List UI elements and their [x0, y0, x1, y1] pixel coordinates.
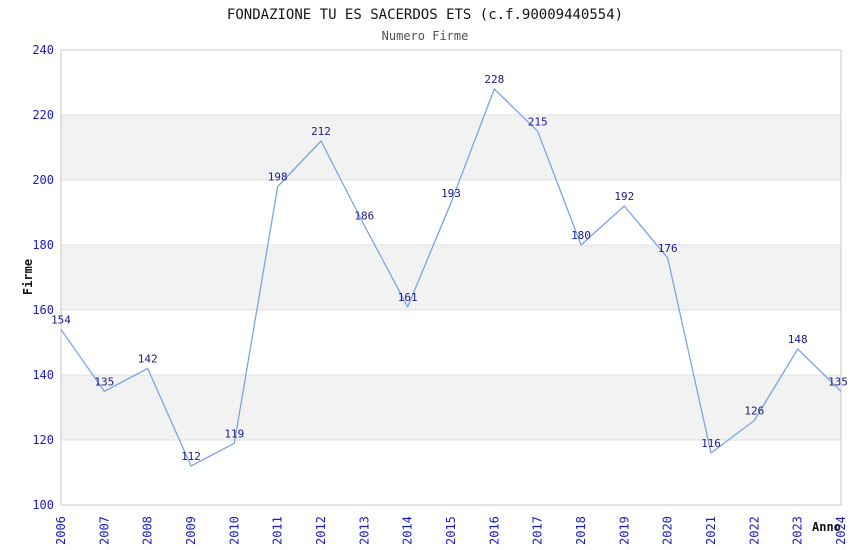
- data-point-label: 116: [701, 437, 721, 450]
- data-point-label: 154: [51, 314, 71, 327]
- x-tick-label: 2016: [487, 516, 501, 545]
- x-axis-title: Anno: [812, 520, 841, 534]
- data-point-label: 135: [828, 375, 848, 388]
- x-tick-label: 2013: [357, 516, 371, 545]
- data-point-label: 192: [614, 190, 634, 203]
- data-point-label: 228: [484, 73, 504, 86]
- y-tick-label: 220: [32, 108, 54, 122]
- x-tick-label: 2024: [834, 516, 848, 545]
- background-band: [61, 375, 841, 440]
- background-band: [61, 245, 841, 310]
- x-tick-label: 2012: [314, 516, 328, 545]
- y-tick-label: 100: [32, 498, 54, 512]
- x-tick-label: 2018: [574, 516, 588, 545]
- data-point-label: 112: [181, 450, 201, 463]
- data-point-label: 135: [94, 375, 114, 388]
- data-point-label: 148: [788, 333, 808, 346]
- x-tick-label: 2022: [747, 516, 761, 545]
- data-point-label: 161: [398, 291, 418, 304]
- chart-subtitle: Numero Firme: [381, 29, 469, 43]
- x-tick-label: 2006: [54, 516, 68, 545]
- y-tick-label: 180: [32, 238, 54, 252]
- x-tick-label: 2020: [661, 516, 675, 545]
- x-tick-label: 2010: [227, 516, 241, 545]
- x-tick-label: 2015: [444, 516, 458, 545]
- data-point-label: 186: [354, 210, 374, 223]
- x-tick-label: 2021: [704, 516, 718, 545]
- plot-border: [60, 49, 842, 506]
- x-tick-label: 2017: [531, 516, 545, 545]
- data-point-label: 198: [268, 171, 288, 184]
- x-tick-label: 2008: [141, 516, 155, 545]
- x-tick-label: 2007: [97, 516, 111, 545]
- x-tick-label: 2009: [184, 516, 198, 545]
- data-point-label: 180: [571, 229, 591, 242]
- data-point-label: 215: [528, 115, 548, 128]
- x-tick-label: 2011: [271, 516, 285, 545]
- y-tick-label: 200: [32, 173, 54, 187]
- y-tick-label: 160: [32, 303, 54, 317]
- data-point-label: 126: [744, 405, 764, 418]
- data-point-label: 142: [138, 353, 158, 366]
- data-point-label: 212: [311, 125, 331, 138]
- y-tick-label: 240: [32, 43, 54, 57]
- x-tick-label: 2019: [617, 516, 631, 545]
- background-band: [61, 115, 841, 180]
- x-tick-label: 2014: [401, 516, 415, 545]
- chart-title: FONDAZIONE TU ES SACERDOS ETS (c.f.90009…: [226, 7, 624, 23]
- data-point-label: 193: [441, 187, 461, 200]
- x-tick-label: 2023: [791, 516, 805, 545]
- data-line: [60, 88, 842, 467]
- data-point-label: 119: [224, 427, 244, 440]
- data-point-label: 176: [658, 242, 678, 255]
- y-tick-label: 120: [32, 433, 54, 447]
- y-tick-label: 140: [32, 368, 54, 382]
